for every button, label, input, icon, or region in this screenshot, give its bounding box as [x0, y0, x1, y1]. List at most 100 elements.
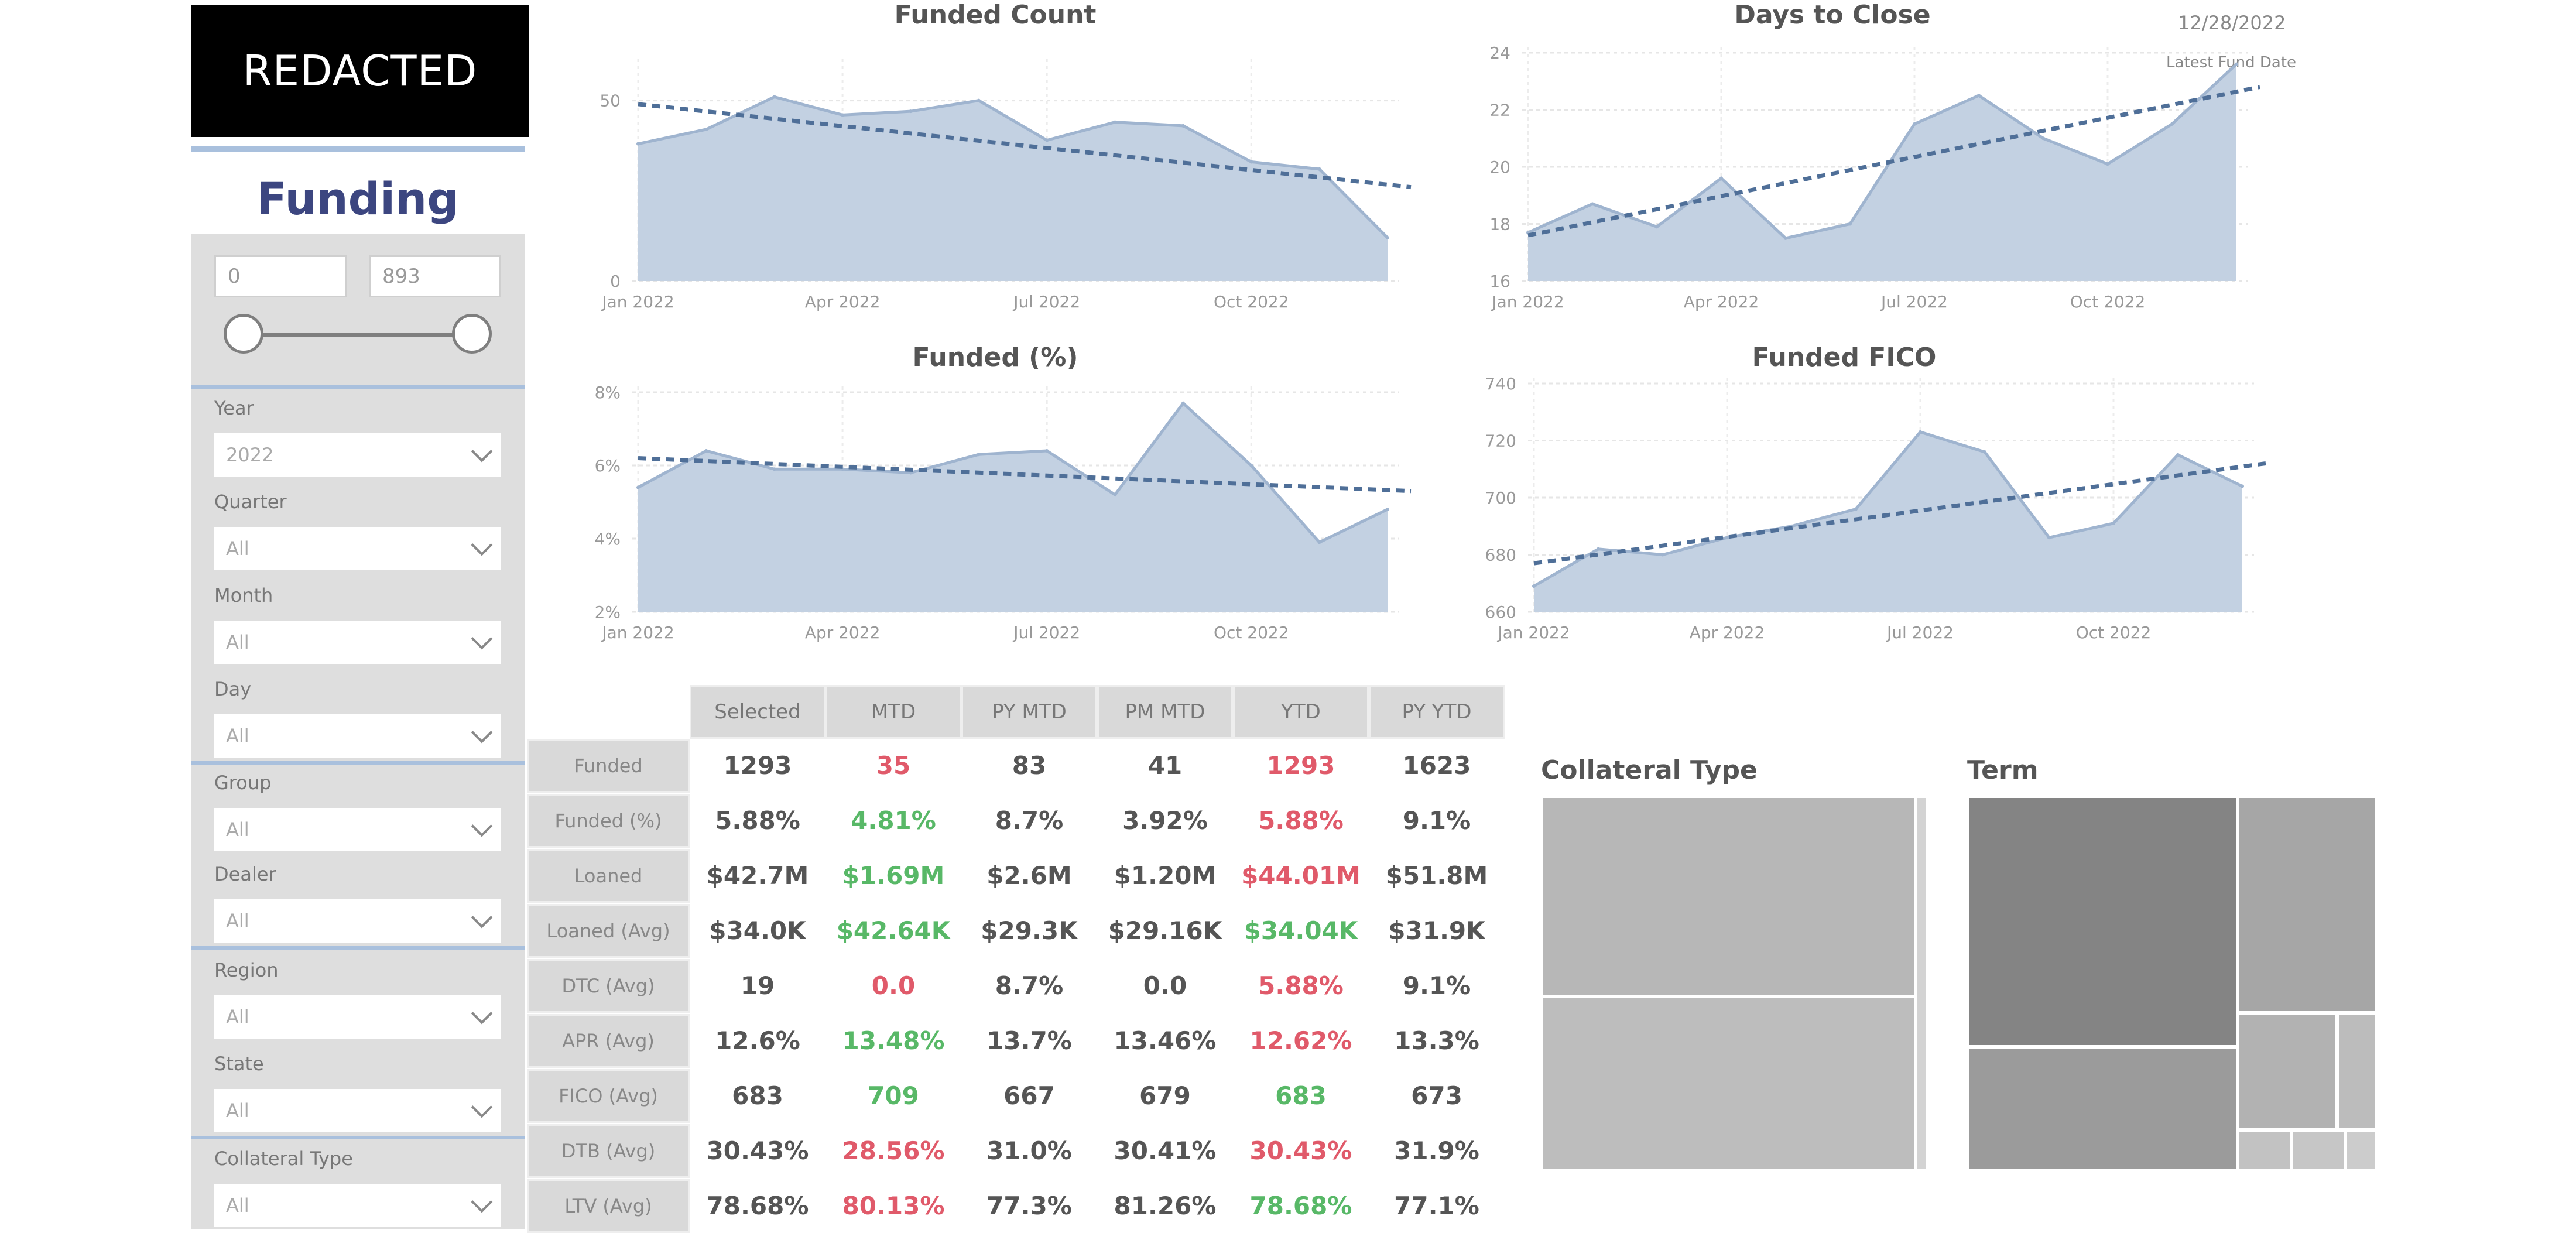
- quarter-dropdown-value: All: [226, 537, 249, 560]
- range-slider-min-handle[interactable]: [224, 314, 263, 354]
- treemap-tile[interactable]: [2345, 1130, 2377, 1171]
- treemap-tile[interactable]: [1916, 796, 1927, 1171]
- metric-cell: $42.7M: [706, 861, 809, 890]
- data-point: [1913, 122, 1916, 126]
- range-slider-track[interactable]: [244, 333, 472, 337]
- filter-label-group: Group: [214, 772, 272, 794]
- chevron-down-icon: [471, 1191, 493, 1213]
- column-header-pm-mtd[interactable]: PM MTD: [1097, 685, 1233, 739]
- metric-cell: 1623: [1402, 751, 1471, 780]
- chevron-down-icon: [471, 721, 493, 744]
- metric-cell: 5.88%: [1258, 806, 1344, 835]
- chart-funded-pct: Funded (%) 2% 4% 6% 8% Jan 2022 Apr 2022 Jul 2…: [550, 342, 1440, 682]
- range-slider-max-handle[interactable]: [452, 314, 492, 354]
- filter-label-state: State: [214, 1053, 264, 1075]
- data-point: [1977, 94, 1981, 98]
- column-header-ytd[interactable]: YTD: [1233, 685, 1369, 739]
- data-point: [1386, 236, 1389, 239]
- x-tick-label: Jul 2022: [1012, 292, 1080, 311]
- chevron-down-icon: [471, 1096, 493, 1118]
- y-tick-label: 680: [1485, 546, 1516, 565]
- data-point: [1784, 236, 1787, 240]
- treemap-tile[interactable]: [1541, 996, 1916, 1171]
- metric-cell: 3.92%: [1122, 806, 1208, 835]
- data-point: [1181, 124, 1185, 128]
- month-dropdown[interactable]: All: [214, 621, 501, 664]
- treemap-tile[interactable]: [2238, 796, 2377, 1013]
- column-header-selected[interactable]: Selected: [690, 685, 825, 739]
- metric-cell: 9.1%: [1402, 806, 1471, 835]
- filter-label-dealer: Dealer: [214, 863, 276, 885]
- treemap-tile[interactable]: [1967, 1047, 2238, 1171]
- metric-cell: 667: [1003, 1081, 1055, 1110]
- data-point: [1249, 464, 1253, 467]
- y-tick-label: 8%: [595, 383, 621, 402]
- metric-cell: 8.7%: [995, 806, 1064, 835]
- x-tick-label: Jan 2022: [601, 292, 674, 311]
- x-tick-label: Jan 2022: [1491, 292, 1564, 311]
- series-area: [638, 97, 1388, 281]
- filter-divider: [191, 1136, 525, 1139]
- x-tick-label: Jul 2022: [1012, 623, 1080, 642]
- trend-line: [638, 456, 1412, 494]
- treemap-tile[interactable]: [2238, 1130, 2291, 1171]
- chart-title: Days to Close: [1734, 0, 1931, 30]
- year-dropdown-value: 2022: [226, 444, 274, 466]
- region-dropdown[interactable]: All: [214, 995, 501, 1039]
- row-label: Loaned: [527, 849, 690, 903]
- filter-divider: [191, 946, 525, 950]
- quarter-dropdown[interactable]: All: [214, 527, 501, 570]
- range-min-input[interactable]: 0: [214, 255, 347, 297]
- metric-cell: 673: [1411, 1081, 1462, 1110]
- filter-label-region: Region: [214, 959, 279, 981]
- metric-cell: 80.13%: [842, 1191, 945, 1220]
- year-dropdown[interactable]: 2022: [214, 433, 501, 477]
- metric-cell: $1.20M: [1114, 861, 1217, 890]
- data-point: [1386, 508, 1389, 511]
- series-area: [1534, 431, 2242, 612]
- chart-title: Funded Count: [894, 0, 1097, 30]
- metric-cell: $42.64K: [836, 916, 951, 945]
- column-header-py-ytd[interactable]: PY YTD: [1369, 685, 1505, 739]
- metric-cell: 12.6%: [715, 1026, 800, 1055]
- metric-cell: 0.0: [871, 971, 916, 1000]
- treemap-term[interactable]: [1967, 796, 2377, 1171]
- column-header-mtd[interactable]: MTD: [825, 685, 961, 739]
- metric-cell: $34.0K: [709, 916, 806, 945]
- logo-text: REDACTED: [242, 46, 478, 95]
- treemap-tile[interactable]: [1541, 796, 1916, 996]
- series-line: [638, 95, 1389, 239]
- trend-line: [1533, 461, 2266, 566]
- dealer-dropdown[interactable]: All: [214, 899, 501, 943]
- treemap-tile[interactable]: [2291, 1130, 2345, 1171]
- metric-cell: 0.0: [1143, 971, 1187, 1000]
- metric-cell: $51.8M: [1385, 861, 1488, 890]
- data-point: [1719, 176, 1723, 180]
- chevron-down-icon: [471, 1002, 493, 1025]
- metric-cell: 19: [740, 971, 775, 1000]
- company-logo: REDACTED: [191, 5, 529, 137]
- x-tick-label: Apr 2022: [805, 623, 881, 642]
- state-dropdown-value: All: [226, 1100, 249, 1122]
- treemap-tile[interactable]: [2238, 1013, 2337, 1130]
- filter-pane: 0 893 Year 2022 Quarter All Month All Da…: [191, 234, 525, 1229]
- column-header-py-mtd[interactable]: PY MTD: [961, 685, 1097, 739]
- metric-cell: 78.68%: [1249, 1191, 1352, 1220]
- collateral-type-dropdown[interactable]: All: [214, 1184, 501, 1227]
- data-point: [2112, 521, 2115, 525]
- treemap-tile[interactable]: [2337, 1013, 2377, 1130]
- treemap-tile[interactable]: [1967, 796, 2238, 1047]
- day-dropdown[interactable]: All: [214, 714, 501, 758]
- state-dropdown[interactable]: All: [214, 1089, 501, 1132]
- metric-cell: $29.3K: [981, 916, 1078, 945]
- filter-label-month: Month: [214, 584, 273, 607]
- group-dropdown-value: All: [226, 818, 249, 841]
- metric-cell: 5.88%: [1258, 971, 1344, 1000]
- row-label: FICO (Avg): [527, 1069, 690, 1123]
- group-dropdown[interactable]: All: [214, 808, 501, 851]
- day-dropdown-value: All: [226, 725, 249, 747]
- range-max-input[interactable]: 893: [369, 255, 501, 297]
- data-point: [1113, 120, 1117, 124]
- metric-cell: 13.3%: [1394, 1026, 1479, 1055]
- treemap-collateral-type[interactable]: [1541, 796, 1927, 1171]
